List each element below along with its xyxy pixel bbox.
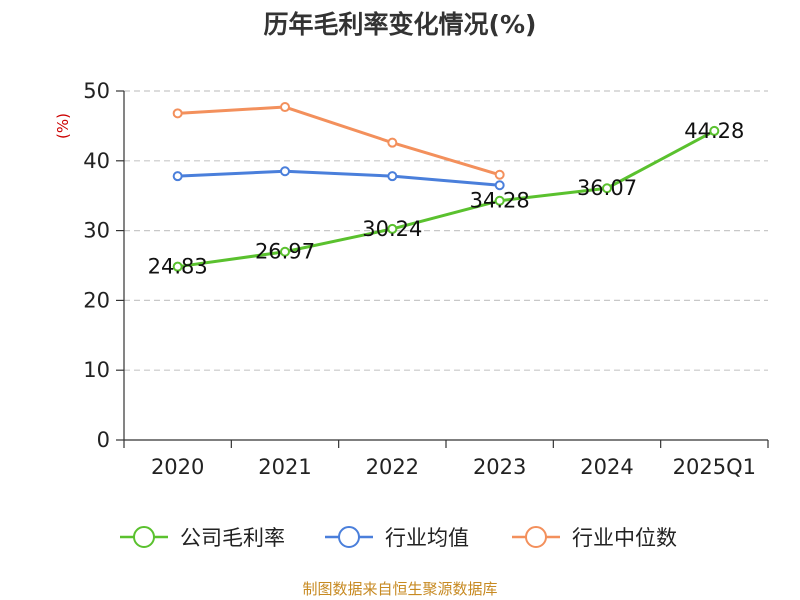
data-label: 36.07 (577, 176, 637, 200)
series-line (177, 129, 716, 269)
data-label: 34.28 (470, 189, 530, 213)
data-label: 24.83 (148, 255, 208, 279)
y-tick-label: 0 (97, 428, 110, 452)
series-line (177, 105, 501, 177)
y-tick-label: 50 (83, 79, 110, 103)
series-1 (172, 166, 505, 191)
series-2 (172, 102, 505, 180)
data-point[interactable] (280, 166, 290, 177)
legend-item[interactable]: 行业均值 (325, 526, 469, 550)
series-0 (172, 125, 720, 272)
data-point[interactable] (602, 183, 612, 194)
series-layer (172, 102, 720, 272)
legend-label: 公司毛利率 (180, 526, 285, 550)
series-line (177, 169, 500, 187)
data-label: 26.97 (255, 240, 315, 264)
legend-marker (133, 526, 155, 548)
data-point[interactable] (387, 171, 398, 182)
data-point[interactable] (709, 125, 720, 136)
legend-marker (525, 526, 547, 548)
source-note: 制图数据来自恒生聚源数据库 (302, 580, 497, 598)
legend-label: 行业中位数 (572, 526, 677, 550)
x-tick-label: 2023 (473, 455, 526, 479)
data-point[interactable] (494, 180, 505, 191)
data-point[interactable] (280, 102, 290, 113)
chart-title: 历年毛利率变化情况(%) (264, 10, 537, 39)
data-point[interactable] (280, 246, 290, 257)
legend-item[interactable]: 公司毛利率 (120, 526, 285, 550)
data-point[interactable] (387, 223, 398, 234)
x-tick-label: 2022 (366, 455, 419, 479)
data-point[interactable] (172, 108, 183, 119)
x-tick-label: 2020 (151, 455, 204, 479)
y-tick-label: 30 (83, 219, 110, 243)
data-label: 44.28 (684, 119, 744, 143)
legend-marker (338, 526, 360, 548)
data-point[interactable] (494, 169, 505, 180)
data-point[interactable] (387, 137, 398, 148)
data-point[interactable] (172, 171, 183, 182)
data-labels: 24.83 26.97 30.24 34.28 36.07 44.28 (148, 119, 745, 279)
axes: 0 10 20 30 40 50 2020 2021 2022 2023 2024 2025Q1 (83, 79, 769, 479)
x-tick-label: 2021 (258, 455, 311, 479)
legend-item[interactable]: 行业中位数 (512, 526, 677, 550)
legend-label: 行业均值 (385, 526, 469, 550)
y-tick-label: 40 (83, 149, 110, 173)
y-tick-label: 20 (83, 288, 110, 312)
grid-lines (124, 90, 768, 371)
y-axis-unit-label: (%) (54, 113, 72, 139)
data-point[interactable] (172, 261, 183, 272)
data-label: 30.24 (362, 217, 422, 241)
x-tick-label: 2025Q1 (673, 455, 756, 479)
legend: 公司毛利率 行业均值 行业中位数 (120, 526, 677, 550)
x-tick-label: 2024 (580, 455, 633, 479)
y-tick-label: 10 (83, 358, 110, 382)
data-point[interactable] (494, 195, 505, 206)
